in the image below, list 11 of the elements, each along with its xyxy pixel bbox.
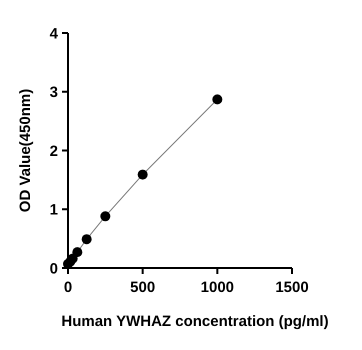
y-tick-label: 1: [50, 202, 58, 218]
y-tick-label: 2: [50, 142, 58, 160]
x-tick-label: 500: [130, 279, 156, 296]
y-axis-title: OD Value(450nm): [17, 88, 34, 212]
x-axis-title: Human YWHAZ concentration (pg/ml): [61, 313, 329, 330]
x-tick-label: 1000: [200, 279, 234, 296]
y-tick-label: 3: [50, 84, 58, 101]
y-tick-label: 0: [50, 260, 58, 278]
y-tick-label: 4: [50, 25, 59, 42]
x-tick-label: 1500: [275, 279, 309, 296]
x-tick-label: 0: [64, 279, 72, 296]
